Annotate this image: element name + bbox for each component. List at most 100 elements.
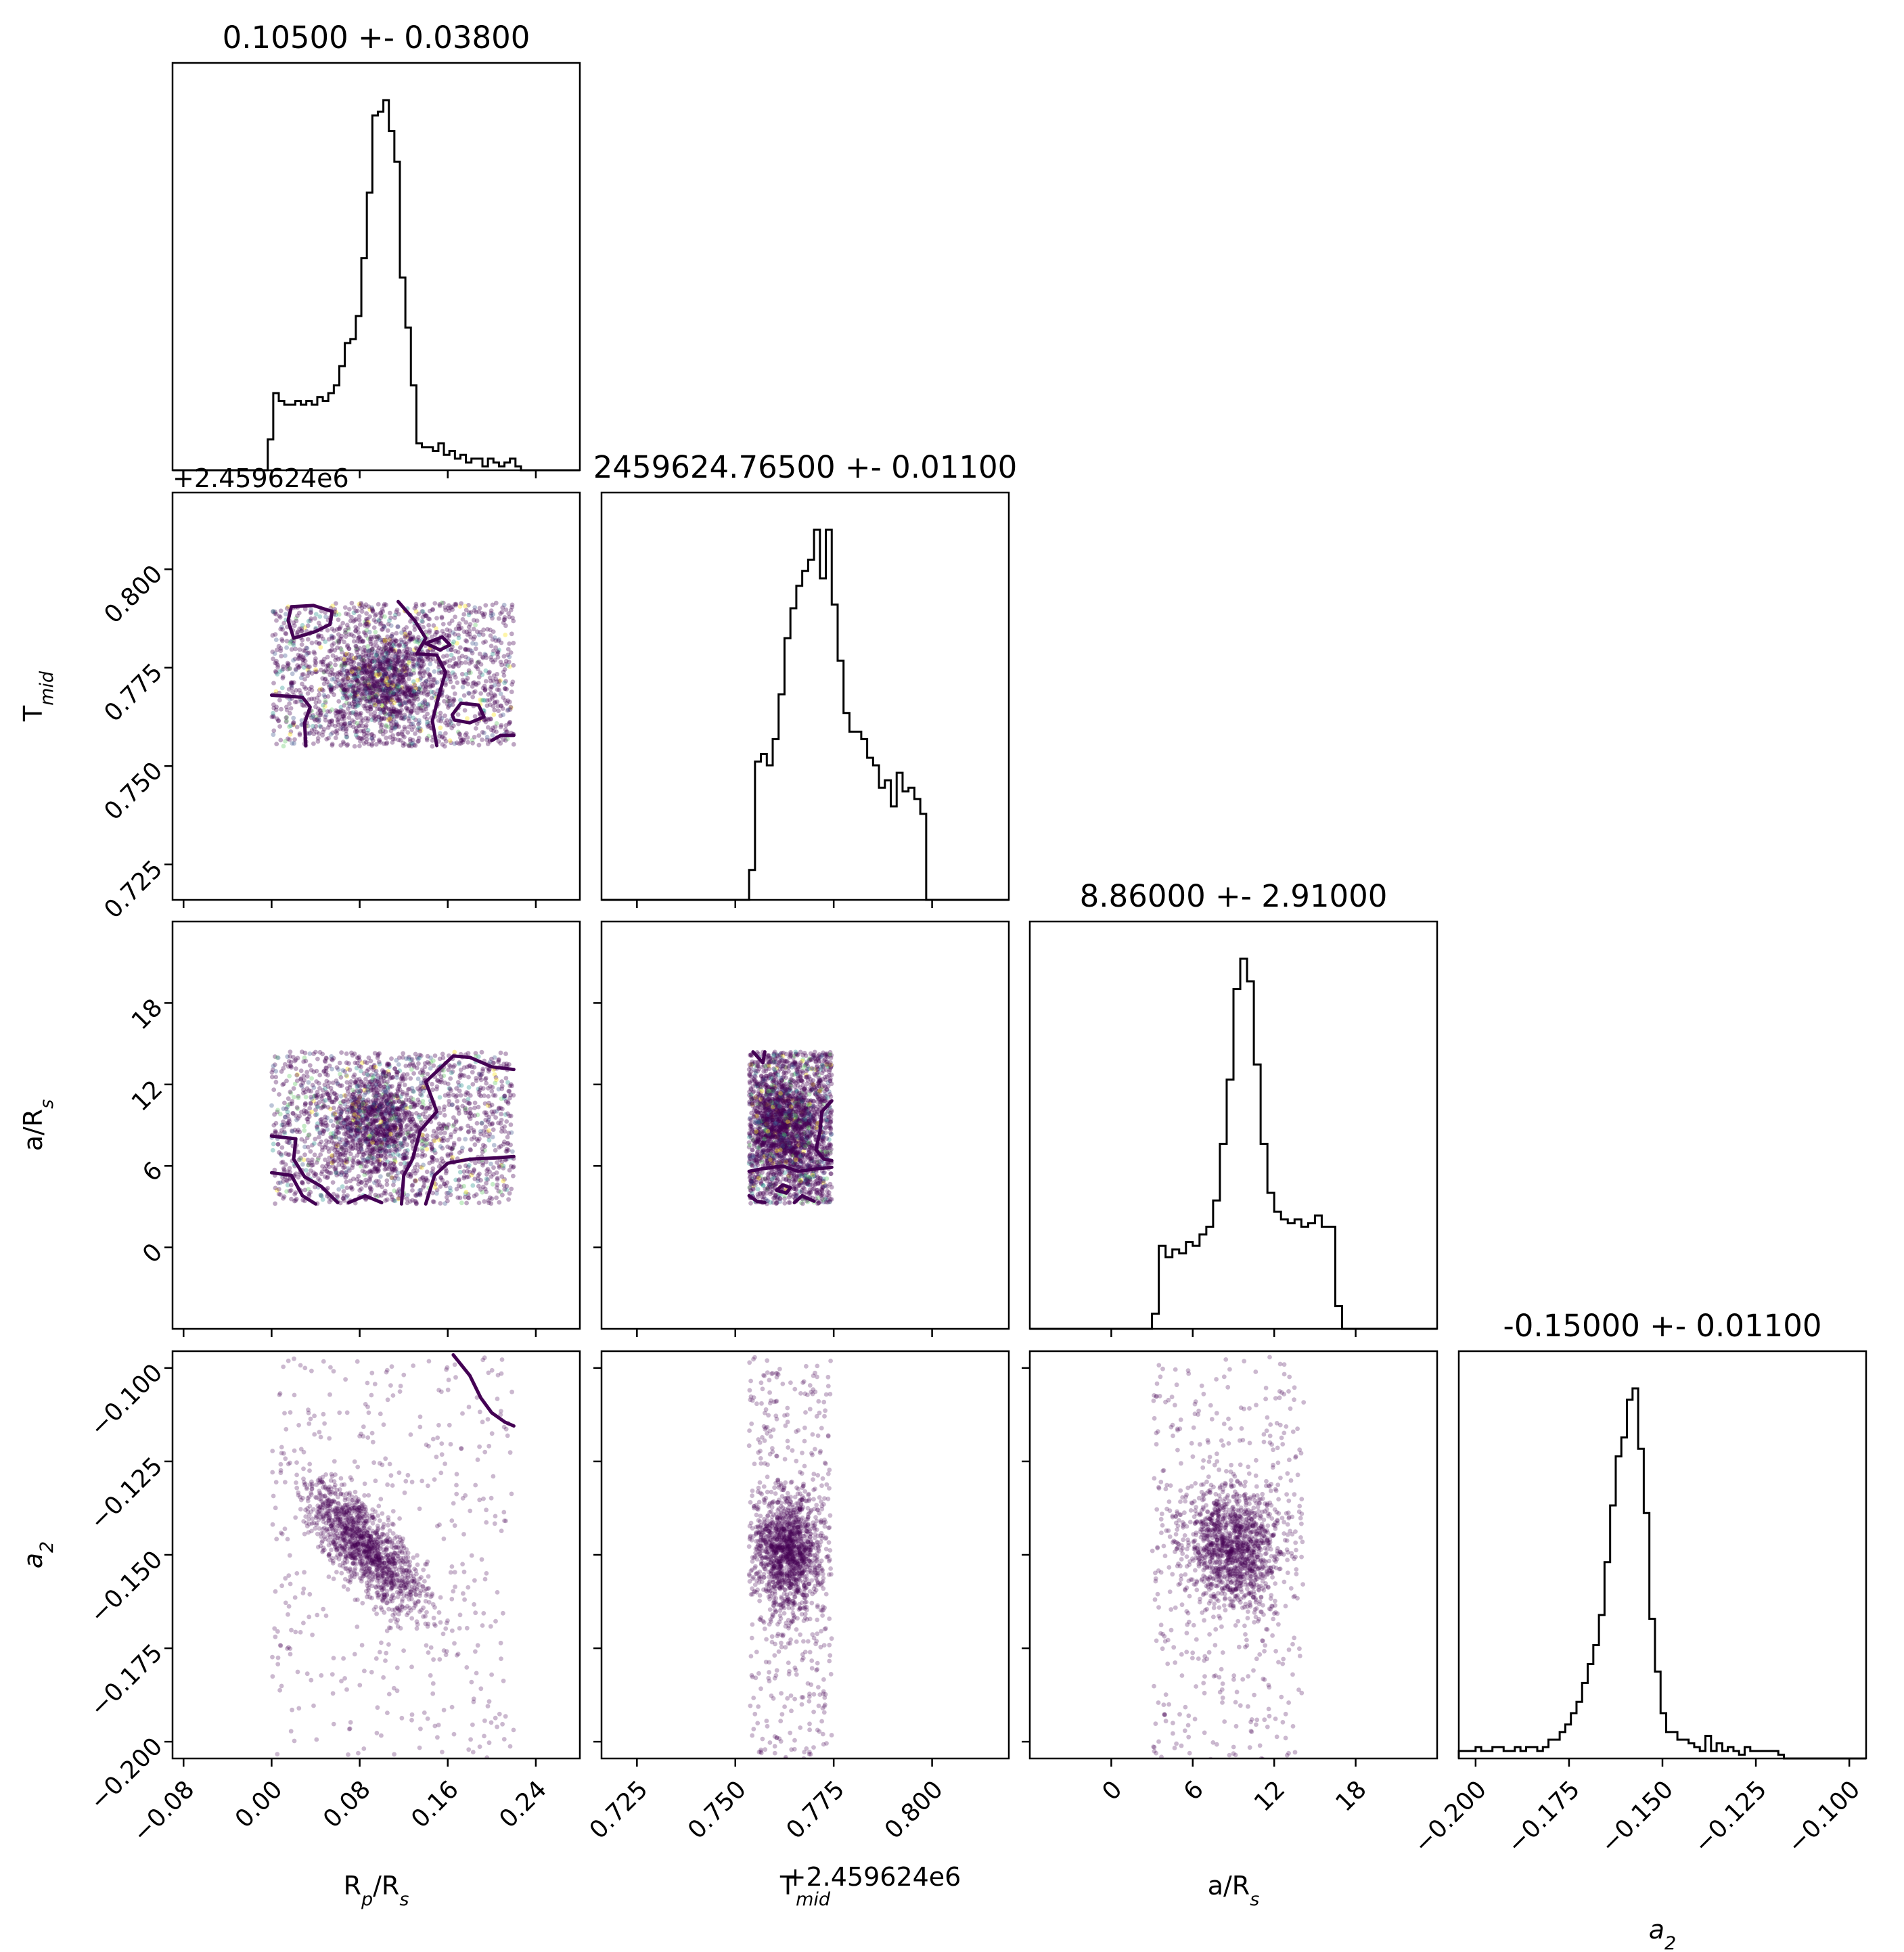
scatter-point	[413, 686, 418, 691]
scatter-point	[294, 725, 300, 729]
scatter-point	[501, 620, 506, 625]
scatter-point	[403, 706, 409, 710]
scatter-point	[387, 642, 392, 647]
scatter-point	[473, 646, 478, 652]
scatter-point	[507, 1191, 512, 1196]
scatter-point	[296, 1095, 301, 1101]
scatter-point	[329, 1057, 334, 1062]
scatter-point	[443, 1201, 448, 1206]
scatter-point	[415, 1097, 421, 1102]
scatter-point	[384, 659, 388, 664]
scatter-point	[387, 697, 392, 702]
scatter-point	[496, 1087, 501, 1092]
scatter-point	[293, 668, 298, 673]
scatter-point	[362, 668, 367, 673]
scatter-point	[356, 673, 361, 679]
scatter-point	[319, 712, 323, 717]
scatter-point	[374, 679, 380, 684]
scatter-point	[397, 1068, 403, 1073]
scatter-point	[380, 1104, 385, 1109]
scatter-point	[325, 1091, 331, 1097]
scatter-point	[317, 641, 321, 646]
scatter-point	[385, 634, 390, 639]
scatter-point	[390, 1168, 395, 1173]
scatter-point	[313, 658, 318, 664]
scatter-point	[492, 635, 497, 640]
scatter-point	[406, 1056, 411, 1061]
scatter-point	[509, 689, 514, 694]
scatter-point	[339, 1083, 344, 1088]
scatter-point	[325, 1105, 331, 1110]
scatter-point	[399, 1075, 405, 1081]
scatter-point	[380, 639, 385, 645]
scatter-point	[392, 648, 398, 653]
scatter-point	[511, 662, 516, 668]
scatter-point	[351, 672, 356, 677]
scatter-point	[402, 725, 407, 730]
scatter-point	[271, 728, 277, 733]
scatter-point	[432, 1148, 437, 1153]
scatter-point	[449, 1102, 455, 1108]
scatter-point	[369, 1168, 374, 1173]
scatter-point	[371, 677, 376, 682]
scatter-point	[343, 691, 348, 697]
scatter-point	[339, 722, 344, 727]
scatter-point	[436, 718, 441, 723]
scatter-point	[508, 1142, 513, 1148]
scatter-point	[370, 1075, 376, 1081]
scatter-point	[313, 667, 318, 672]
scatter-point	[291, 641, 296, 646]
scatter-point	[389, 644, 394, 650]
scatter-point	[365, 730, 370, 735]
scatter-point	[373, 629, 378, 635]
scatter-point	[288, 1053, 293, 1059]
scatter-point	[357, 723, 362, 729]
scatter-point	[273, 660, 277, 666]
scatter-point	[407, 1087, 412, 1091]
scatter-point	[467, 631, 472, 637]
scatter-point	[457, 1196, 463, 1200]
scatter-point	[461, 693, 467, 698]
scatter-point	[377, 664, 382, 669]
scatter-point	[334, 601, 338, 606]
scatter-point	[362, 648, 367, 653]
scatter-point	[447, 1145, 453, 1151]
scatter-point	[489, 658, 494, 662]
scatter-point	[492, 692, 497, 698]
scatter-point	[333, 1145, 338, 1150]
scatter-point	[295, 1072, 300, 1077]
scatter-point	[451, 1123, 455, 1129]
scatter-point	[371, 675, 376, 680]
scatter-point	[406, 676, 411, 681]
scatter-point	[406, 691, 411, 696]
scatter-point	[327, 649, 332, 654]
scatter-point	[405, 706, 409, 711]
scatter-point	[447, 663, 452, 668]
scatter-point	[461, 1098, 467, 1103]
scatter-point	[409, 1057, 415, 1062]
scatter-point	[344, 674, 349, 679]
scatter-point	[385, 658, 390, 663]
scatter-point	[506, 659, 512, 664]
scatter-point	[357, 662, 362, 668]
scatter-point	[486, 1137, 492, 1143]
scatter-point	[336, 632, 341, 637]
scatter-point	[407, 725, 411, 729]
scatter-point	[392, 700, 396, 706]
scatter-point	[347, 607, 352, 612]
scatter-point	[367, 685, 372, 691]
scatter-point	[368, 712, 373, 717]
scatter-point	[386, 1083, 391, 1089]
scatter-point	[402, 639, 407, 645]
scatter-point	[394, 651, 399, 656]
scatter-point	[468, 635, 474, 640]
scatter-point	[405, 1129, 411, 1135]
scatter-point	[352, 687, 357, 693]
scatter-point	[315, 696, 320, 700]
scatter-point	[349, 1106, 354, 1111]
scatter-point	[448, 719, 453, 724]
scatter-point	[463, 672, 469, 677]
scatter-point	[347, 704, 353, 708]
scatter-point	[453, 1177, 458, 1183]
scatter-point	[357, 635, 362, 640]
